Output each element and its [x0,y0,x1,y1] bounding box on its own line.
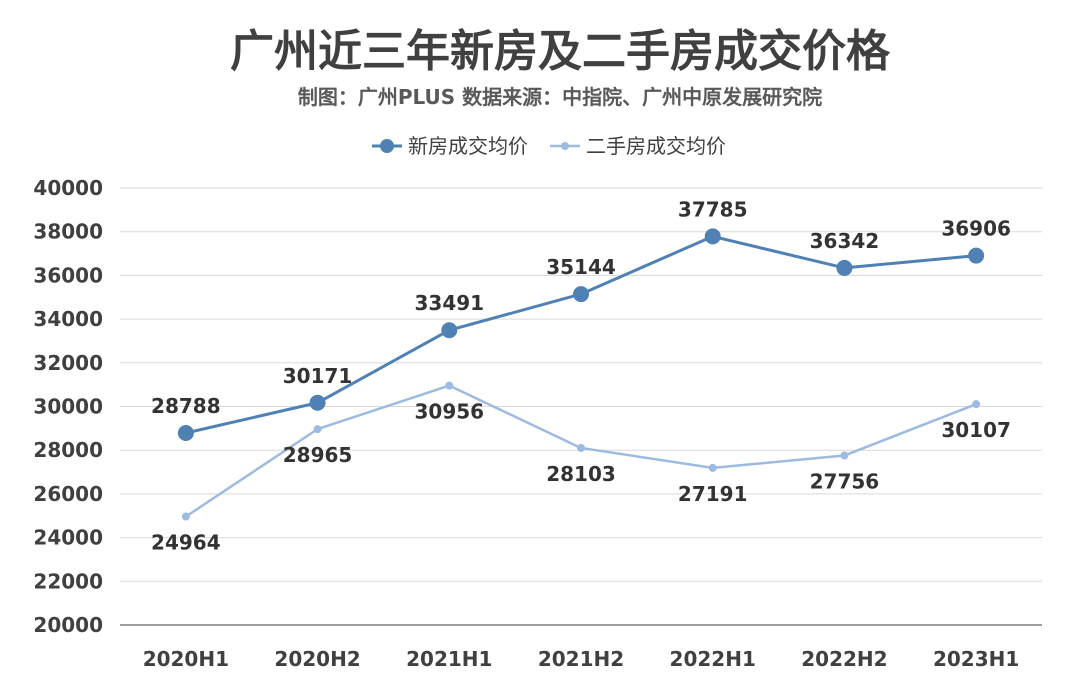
y-tick-label: 34000 [33,307,103,331]
data-point [309,394,326,411]
data-label: 28965 [283,443,353,467]
data-label: 27191 [678,482,748,506]
x-tick-label: 2020H2 [274,647,360,671]
data-point [708,463,717,472]
x-tick-label: 2023H1 [933,647,1019,671]
y-tick-label: 40000 [33,176,103,200]
data-label: 36342 [810,229,880,253]
y-tick-label: 38000 [33,220,103,244]
data-label: 30107 [941,418,1011,442]
legend-item: 新房成交均价 [372,134,528,158]
data-point [445,381,454,390]
x-tick-label: 2021H1 [406,647,492,671]
y-tick-label: 26000 [33,482,103,506]
data-point [573,286,589,303]
x-tick-label: 2022H1 [670,647,756,671]
data-label: 28788 [151,394,221,418]
y-tick-label: 20000 [33,613,103,637]
y-tick-label: 32000 [33,351,103,375]
chart-legend: 新房成交均价 二手房成交均价 [372,134,726,158]
data-point [968,247,985,264]
legend-label: 二手房成交均价 [586,134,726,158]
x-tick-label: 2020H1 [143,647,229,671]
x-axis: 2020H1 2020H2 2021H1 2021H2 2022H1 2022H2 2023… [143,647,1020,671]
y-tick-label: 28000 [33,438,103,462]
x-tick-label: 2022H2 [801,647,887,671]
data-label: 30956 [414,400,484,424]
data-point [704,228,721,245]
x-tick-label: 2021H2 [538,647,624,671]
data-point [441,322,458,339]
data-point [177,424,194,441]
y-tick-label: 30000 [33,395,103,419]
data-label: 28103 [546,462,616,486]
y-gridlines [120,187,1042,626]
chart-title: 广州近三年新房及二手房成交价格 [230,26,891,77]
series-1: 28788 30171 33491 35144 37785 36342 36906 [151,197,1011,441]
data-label: 37785 [678,197,748,221]
data-point [181,512,190,521]
series-2: 24964 28965 30956 28103 27191 27756 30107 [151,381,1011,555]
series-layer: 28788 30171 33491 35144 37785 36342 36906 24964… [151,197,1011,554]
data-label: 33491 [414,291,484,315]
legend-marker [380,139,394,153]
y-axis: 20000 22000 24000 26000 28000 30000 32000 34000… [33,176,103,637]
data-point [972,400,981,409]
data-label: 36906 [941,217,1011,241]
data-label: 30171 [283,364,353,388]
data-label: 27756 [810,470,880,494]
data-point [836,259,853,276]
data-label: 24964 [151,531,221,555]
data-point [840,451,849,460]
y-tick-label: 24000 [33,526,103,550]
y-tick-label: 36000 [33,263,103,287]
data-point [313,425,322,434]
data-point [577,443,585,452]
legend-marker [561,142,569,150]
legend-item: 二手房成交均价 [550,134,726,158]
data-label: 35144 [546,255,616,279]
legend-label: 新房成交均价 [408,134,528,158]
chart-subtitle: 制图：广州PLUS 数据来源：中指院、广州中原发展研究院 [298,85,822,109]
y-tick-label: 22000 [33,569,103,593]
